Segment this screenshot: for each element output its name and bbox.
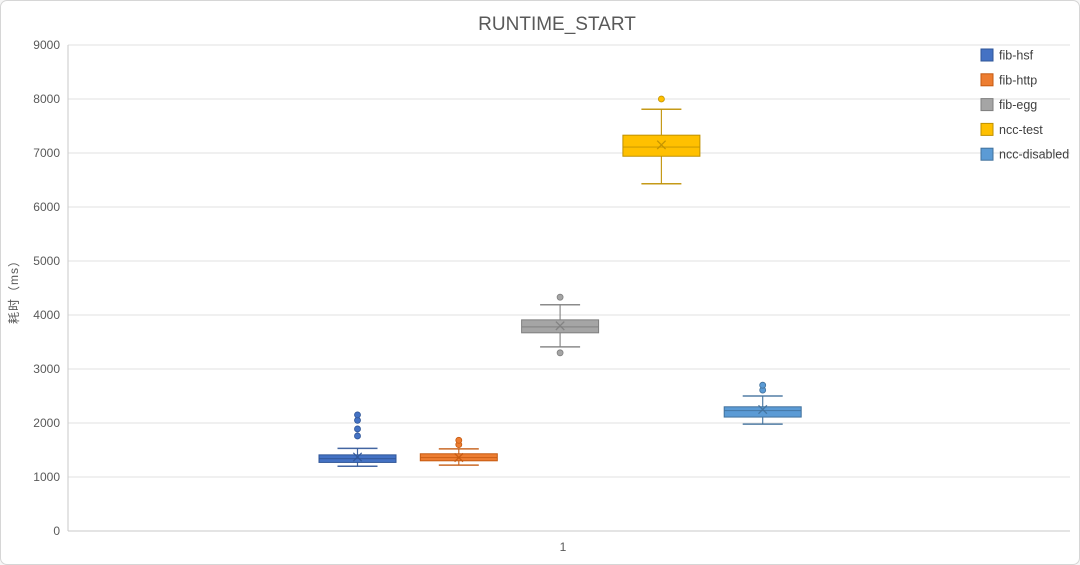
legend-item-fib-http[interactable]: fib-http (980, 73, 1037, 87)
legend-swatch-fib-egg (980, 98, 994, 112)
y-axis-tick-label: 1000 (33, 470, 60, 484)
legend-item-fib-hsf[interactable]: fib-hsf (980, 48, 1034, 63)
x-axis-tick-label: 1 (560, 540, 567, 554)
y-axis-tick-label: 6000 (33, 200, 60, 214)
y-axis-tick-label: 9000 (33, 38, 60, 52)
legend-item-fib-egg[interactable]: fib-egg (980, 98, 1037, 112)
outlier-dot (354, 432, 361, 440)
gridlines (67, 44, 1070, 532)
iqr-box[interactable] (723, 406, 802, 418)
y-axis-tick-label: 0 (53, 524, 60, 538)
box-series-fib-http[interactable] (419, 436, 498, 466)
box-series-fib-hsf[interactable] (318, 411, 397, 467)
chart-title: RUNTIME_START (478, 14, 636, 35)
box-series-layer (318, 95, 802, 467)
legend-swatch-fib-hsf (980, 48, 994, 62)
legend-swatch-ncc-disabled (980, 147, 994, 161)
y-axis-tick-label: 8000 (33, 92, 60, 106)
mean-marker (352, 452, 363, 462)
y-axis-title: 耗时（ms） (7, 254, 21, 324)
mean-marker (454, 452, 464, 463)
mean-marker (656, 140, 667, 150)
legend-label-ncc-disabled: ncc-disabled (999, 148, 1069, 162)
y-axis-tick-label: 2000 (33, 416, 60, 430)
outlier-dot (556, 349, 564, 357)
mean-marker (555, 321, 565, 331)
legend-swatch-fib-http (980, 73, 994, 87)
box-series-ncc-test[interactable] (622, 95, 701, 185)
box-series-fib-egg[interactable] (521, 293, 600, 357)
outlier-dot (354, 425, 361, 433)
outlier-dot (759, 381, 767, 389)
y-axis-tick-labels: 0 1000 2000 3000 4000 5000 6000 7000 8000 9000 (33, 38, 60, 538)
outlier-dot (556, 293, 564, 301)
mean-marker (758, 404, 768, 415)
legend-swatch-ncc-test (980, 122, 994, 136)
outlier-dot (455, 436, 463, 444)
y-axis-tick-label: 7000 (33, 146, 60, 160)
legend-label-fib-egg: fib-egg (999, 98, 1037, 112)
legend-label-fib-http: fib-http (999, 73, 1037, 87)
y-axis-tick-label: 5000 (33, 254, 60, 268)
legend-label-fib-hsf: fib-hsf (999, 49, 1034, 63)
box-series-ncc-disabled[interactable] (723, 381, 802, 425)
legend-item-ncc-disabled[interactable]: ncc-disabled (980, 147, 1069, 162)
outlier-dot (354, 411, 361, 419)
legend: fib-hsf fib-http fib-egg ncc-test ncc-disabl… (980, 48, 1069, 162)
y-axis-tick-label: 3000 (33, 362, 60, 376)
legend-label-ncc-test: ncc-test (999, 123, 1043, 137)
outlier-dot (658, 95, 665, 103)
y-axis-tick-label: 4000 (33, 308, 60, 322)
legend-item-ncc-test[interactable]: ncc-test (980, 122, 1043, 137)
